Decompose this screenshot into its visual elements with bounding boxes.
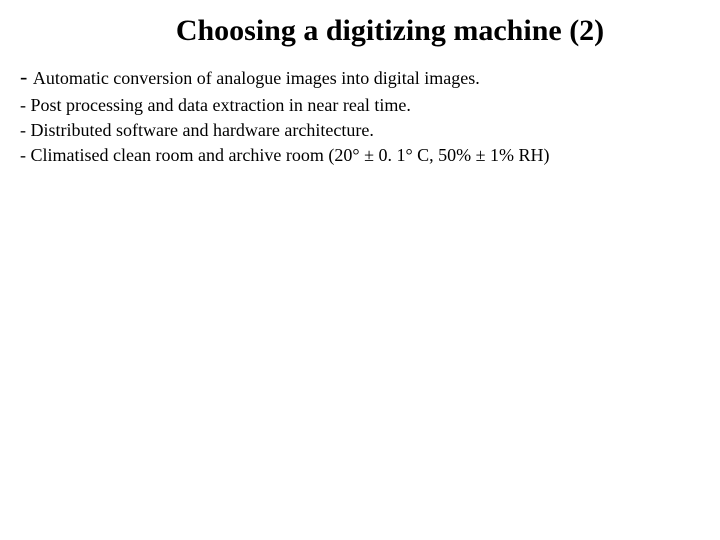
bullet-item: - Post processing and data extraction in…: [20, 93, 700, 117]
bullet-dash: -: [20, 64, 33, 89]
bullet-item: - Automatic conversion of analogue image…: [20, 62, 700, 92]
bullet-item: - Distributed software and hardware arch…: [20, 118, 700, 142]
bullet-text: Automatic conversion of analogue images …: [33, 68, 480, 88]
slide-title: Choosing a digitizing machine (2): [80, 14, 700, 48]
bullet-list: - Automatic conversion of analogue image…: [20, 62, 700, 168]
bullet-item: - Climatised clean room and archive room…: [20, 143, 700, 167]
